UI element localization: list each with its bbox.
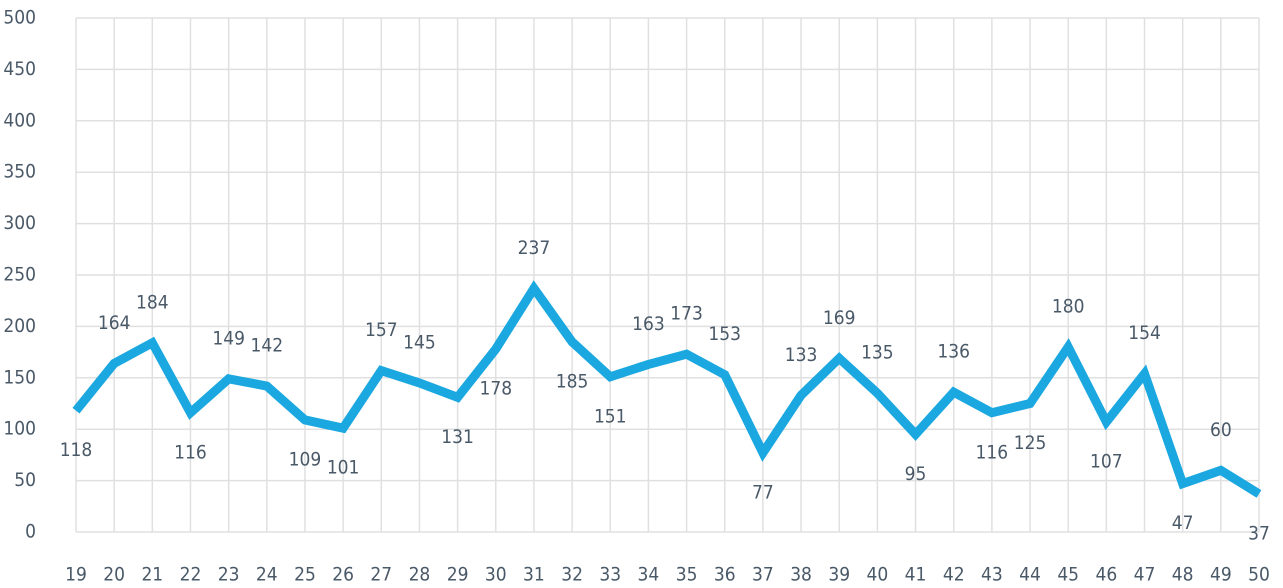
- x-tick-label: 49: [1210, 564, 1232, 586]
- x-tick-label: 22: [180, 564, 202, 586]
- y-tick-label: 100: [3, 418, 36, 440]
- y-tick-label: 350: [3, 161, 36, 183]
- x-tick-label: 31: [523, 564, 545, 586]
- x-tick-label: 23: [218, 564, 240, 586]
- data-label: 47: [1172, 512, 1194, 534]
- x-tick-label: 45: [1057, 564, 1079, 586]
- y-tick-label: 500: [3, 7, 36, 29]
- data-label: 178: [479, 378, 512, 400]
- data-label: 145: [403, 331, 436, 353]
- data-label: 95: [905, 463, 927, 485]
- x-tick-label: 21: [141, 564, 163, 586]
- y-tick-label: 200: [3, 315, 36, 337]
- data-label: 157: [365, 319, 398, 341]
- data-label: 149: [212, 327, 245, 349]
- y-tick-label: 50: [14, 469, 36, 491]
- x-tick-label: 37: [752, 564, 774, 586]
- x-tick-label: 24: [256, 564, 278, 586]
- x-tick-label: 28: [409, 564, 431, 586]
- data-label: 142: [250, 335, 283, 357]
- data-label: 109: [289, 448, 322, 470]
- x-tick-label: 40: [867, 564, 889, 586]
- y-tick-label: 250: [3, 264, 36, 286]
- y-tick-label: 300: [3, 212, 36, 234]
- y-tick-label: 400: [3, 109, 36, 131]
- data-label: 101: [327, 457, 360, 479]
- data-label: 153: [708, 323, 741, 345]
- data-label: 131: [441, 426, 474, 448]
- x-tick-label: 29: [447, 564, 469, 586]
- x-tick-label: 39: [828, 564, 850, 586]
- line: [72, 280, 1262, 498]
- x-tick-label: 47: [1134, 564, 1156, 586]
- x-tick-label: 38: [790, 564, 812, 586]
- x-tick-label: 20: [103, 564, 125, 586]
- x-tick-label: 46: [1095, 564, 1117, 586]
- data-label: 135: [861, 342, 894, 364]
- x-tick-label: 27: [370, 564, 392, 586]
- y-tick-label: 450: [3, 58, 36, 80]
- data-label: 116: [976, 441, 1009, 463]
- x-tick-label: 30: [485, 564, 507, 586]
- x-tick-label: 48: [1172, 564, 1194, 586]
- x-tick-label: 32: [561, 564, 583, 586]
- data-label: 107: [1090, 451, 1123, 473]
- x-tick-label: 44: [1019, 564, 1041, 586]
- x-tick-label: 42: [943, 564, 965, 586]
- x-tick-label: 41: [905, 564, 927, 586]
- data-label: 164: [98, 312, 131, 334]
- data-label: 133: [785, 344, 818, 366]
- data-label: 116: [174, 441, 207, 463]
- data-label: 173: [670, 303, 703, 325]
- data-label: 237: [518, 237, 551, 259]
- x-tick-label: 19: [65, 564, 87, 586]
- data-label: 154: [1128, 322, 1161, 344]
- y-tick-label: 0: [25, 521, 36, 543]
- data-label: 184: [136, 291, 169, 313]
- x-tick-label: 25: [294, 564, 316, 586]
- x-tick-label: 33: [599, 564, 621, 586]
- y-tick-label: 150: [3, 366, 36, 388]
- x-tick-label: 43: [981, 564, 1003, 586]
- data-label: 60: [1210, 419, 1232, 441]
- x-tick-label: 36: [714, 564, 736, 586]
- data-label: 37: [1248, 522, 1270, 544]
- x-tick-label: 26: [332, 564, 354, 586]
- x-tick-label: 35: [676, 564, 698, 586]
- data-label: 125: [1014, 432, 1047, 454]
- data-label: 185: [556, 370, 589, 392]
- x-tick-label: 50: [1248, 564, 1270, 586]
- data-label: 118: [60, 439, 93, 461]
- data-label: 77: [752, 481, 774, 503]
- x-tick-label: 34: [638, 564, 660, 586]
- data-label: 136: [937, 341, 970, 363]
- data-label: 151: [594, 405, 627, 427]
- data-label: 163: [632, 313, 665, 335]
- data-label: 180: [1052, 295, 1085, 317]
- data-label: 169: [823, 307, 856, 329]
